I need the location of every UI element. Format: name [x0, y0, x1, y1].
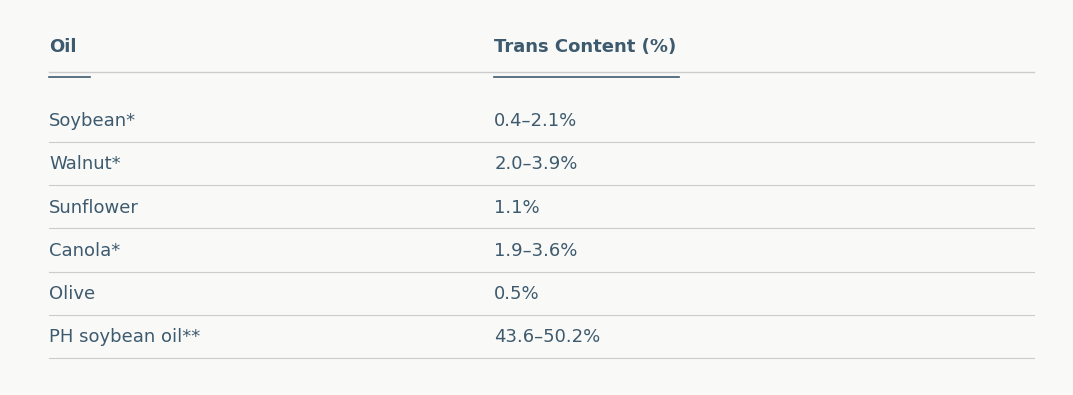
Text: Oil: Oil [49, 38, 77, 56]
Text: Walnut*: Walnut* [49, 156, 121, 173]
Text: 0.5%: 0.5% [495, 285, 540, 303]
Text: 1.1%: 1.1% [495, 199, 540, 217]
Text: Trans Content (%): Trans Content (%) [495, 38, 676, 56]
Text: 0.4–2.1%: 0.4–2.1% [495, 112, 577, 130]
Text: 43.6–50.2%: 43.6–50.2% [495, 328, 601, 346]
Text: Sunflower: Sunflower [49, 199, 139, 217]
Text: 2.0–3.9%: 2.0–3.9% [495, 156, 577, 173]
Text: Soybean*: Soybean* [49, 112, 136, 130]
Text: 1.9–3.6%: 1.9–3.6% [495, 242, 577, 260]
Text: PH soybean oil**: PH soybean oil** [49, 328, 201, 346]
Text: Olive: Olive [49, 285, 95, 303]
Text: Canola*: Canola* [49, 242, 120, 260]
